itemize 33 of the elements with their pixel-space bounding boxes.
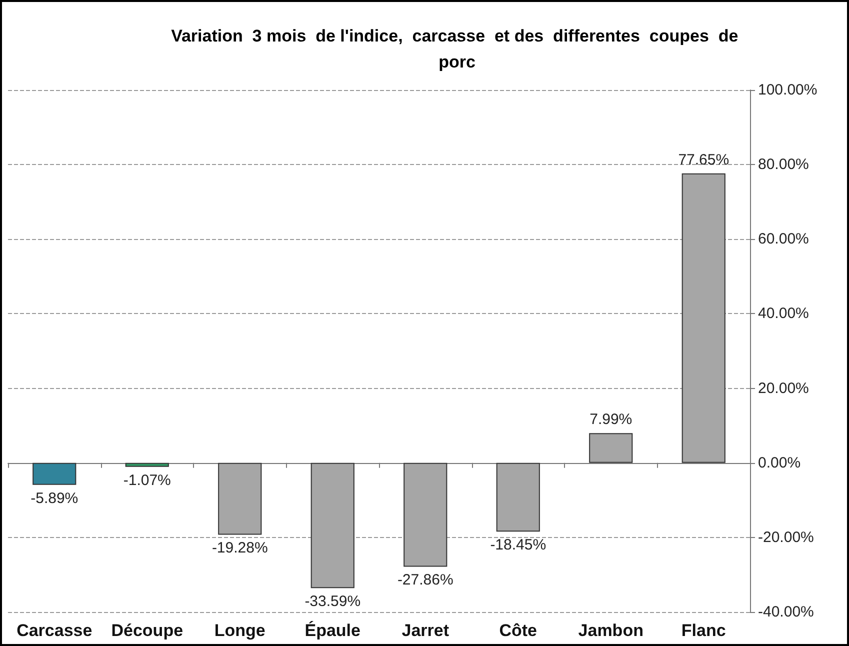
data-label: 77.65% — [678, 151, 730, 168]
y-tick-label: 0.00% — [758, 454, 801, 472]
x-tick-label: Découpe — [111, 621, 184, 640]
data-label: -33.59% — [304, 593, 361, 610]
y-tick-label: 60.00% — [758, 230, 809, 248]
x-tick-label: Jambon — [578, 621, 644, 640]
bar — [496, 462, 540, 532]
bar — [589, 433, 633, 463]
bar — [404, 462, 448, 567]
x-tick-label: Côte — [499, 621, 538, 640]
data-label: -5.89% — [30, 490, 78, 507]
x-tick-label: Jarret — [402, 621, 450, 640]
bar — [32, 462, 76, 485]
bar — [125, 462, 169, 467]
data-label: 7.99% — [590, 411, 632, 428]
y-tick-label: -20.00% — [758, 528, 814, 546]
x-tick-label: Longe — [214, 621, 266, 640]
data-label: -19.28% — [212, 540, 268, 557]
data-label: -18.45% — [490, 536, 546, 554]
y-tick-label: 100.00% — [758, 82, 818, 98]
y-tick-label: -40.00% — [758, 604, 814, 620]
bar — [682, 173, 726, 463]
y-tick-label: 40.00% — [758, 305, 809, 322]
x-tick-label: Carcasse — [16, 621, 92, 640]
chart-title: Variation 3 mois de l'indice, carcasse et des differentes coupes de porc — [171, 26, 743, 72]
y-tick-label: 80.00% — [758, 156, 809, 174]
y-tick-label: 20.00% — [758, 380, 809, 397]
x-tick-label: Flanc — [681, 621, 726, 640]
data-label: -27.86% — [397, 572, 454, 589]
bar — [310, 462, 354, 588]
x-tick-label: Épaule — [304, 620, 360, 640]
bar — [218, 462, 262, 535]
data-label: -1.07% — [123, 472, 171, 489]
